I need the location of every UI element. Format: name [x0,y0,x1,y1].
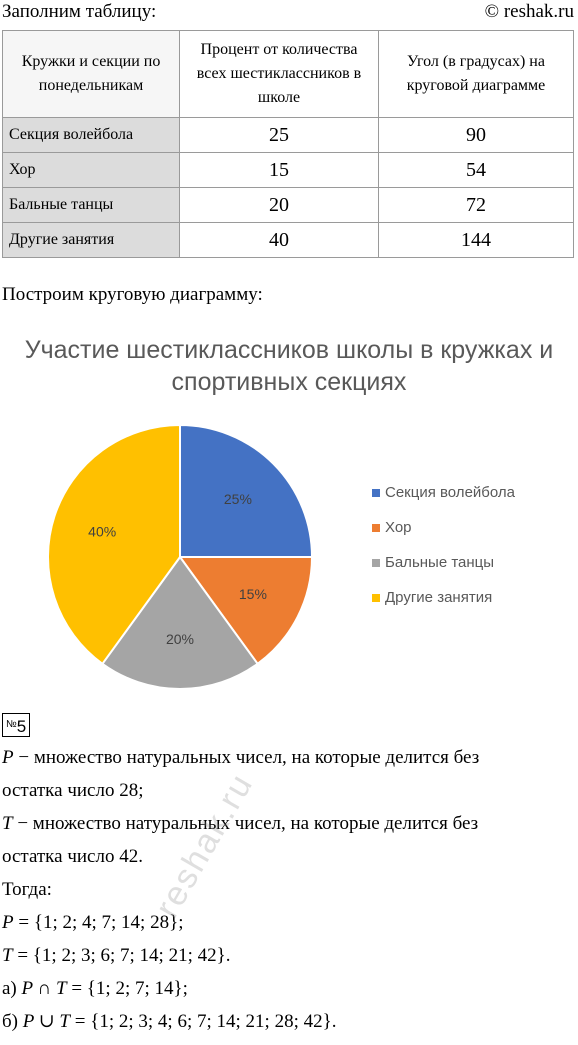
legend-swatch [372,524,380,532]
pie-slice-3 [101,555,259,691]
set-variable: P ∩ T [21,978,67,999]
set-variable: P ∪ T [22,1011,70,1032]
table-cell: Другие занятия [2,222,180,258]
legend-label: Бальные танцы [385,554,494,571]
line-text: = {1; 2; 3; 4; 6; 7; 14; 21; 28; 42}. [70,1011,337,1032]
line-text: Тогда: [2,879,52,900]
chart-title-line: Участие шестиклассников школы в кружках … [25,336,554,364]
table-cell: 20 [179,187,379,223]
legend-swatch [372,559,380,567]
task-line: T = {1; 2; 3; 6; 7; 14; 21; 42}. [2,944,230,968]
pie-data-label: 20% [166,631,194,647]
table-row: Хор 15 54 [2,152,574,188]
task-line: P = {1; 2; 4; 7; 14; 28}; [2,911,184,935]
table-row: Секция волейбола 25 90 [2,117,574,153]
table-row: Бальные танцы 20 72 [2,187,574,223]
chart-legend: Секция волейбола Хор Бальные танцы Другие з… [372,484,516,606]
task-line: P − множество натуральных чисел, на кото… [2,746,479,770]
table-cell: 72 [378,187,574,223]
pie-slice-1 [179,423,314,558]
build-chart-text: Построим круговую диаграмму: [2,284,263,305]
table-header-row: Кружки и секции по понедельникам Процент… [2,30,574,118]
pie-slices [47,423,314,691]
legend-label: Другие занятия [385,589,492,606]
pie-slice-2 [178,556,314,666]
table-cell: 40 [179,222,379,258]
table-cell: Бальные танцы [2,187,180,223]
line-text: остатка число 28; [2,780,144,801]
legend-label: Секция волейбола [385,484,516,501]
legend-swatch [372,489,380,497]
task-line: б) P ∪ T = {1; 2; 3; 4; 6; 7; 14; 21; 28… [2,1010,336,1034]
task-line: а) P ∩ T = {1; 2; 7; 14}; [2,977,188,1001]
pie-data-label: 40% [88,524,116,540]
pie-data-label: 25% [224,491,252,507]
task-number: 5 [16,717,27,736]
watermark: reshak.ru [148,766,261,924]
data-table: Кружки и секции по понедельникам Процент… [2,30,574,258]
item-prefix: а) [2,978,22,999]
set-variable: P [2,912,14,933]
line-text: = {1; 2; 4; 7; 14; 28}; [13,912,184,933]
table-cell: 54 [378,152,574,188]
chart-title-line: спортивных секциях [172,368,407,396]
set-variable: P [2,747,14,768]
pie-slice-4 [47,423,181,666]
set-variable: T [2,945,13,966]
intro-text: Заполним таблицу: [2,1,157,22]
table-cell: 25 [179,117,379,153]
table-cell: 144 [378,222,574,258]
table-cell: Секция волейбола [2,117,180,153]
legend-swatch [372,594,380,602]
line-text: = {1; 2; 7; 14}; [66,978,188,999]
table-cell: 90 [378,117,574,153]
legend-label: Хор [385,519,412,536]
number-sign: № [6,719,17,730]
line-text: = {1; 2; 3; 6; 7; 14; 21; 42}. [12,945,231,966]
line-text: − множество натуральных чисел, на которы… [12,813,479,834]
task-line: Тогда: [2,878,52,902]
table-row: Другие занятия 40 144 [2,222,574,258]
task-number-badge: №5 [2,713,31,737]
set-variable: T [2,813,13,834]
pie-data-labels: 25% 15% 20% 40% [88,491,267,647]
table-cell: Хор [2,152,180,188]
line-text: остатка число 42. [2,846,143,867]
line-text: − множество натуральных чисел, на которы… [13,747,480,768]
table-header-cell: Угол (в градусах) на круговой диаграмме [378,30,574,118]
item-prefix: б) [2,1011,23,1032]
pie-chart: Участие шестиклассников школы в кружках … [25,336,554,691]
task-line: T − множество натуральных чисел, на кото… [2,812,478,836]
copyright-text: © reshak.ru [484,1,574,22]
pie-data-label: 15% [239,586,267,602]
table-cell: 15 [179,152,379,188]
task-line: остатка число 28; [2,779,143,803]
table-header-cell: Кружки и секции по понедельникам [2,30,180,118]
task-line: остатка число 42. [2,845,143,869]
table-header-cell: Процент от количества всех шестиклассник… [179,30,379,118]
